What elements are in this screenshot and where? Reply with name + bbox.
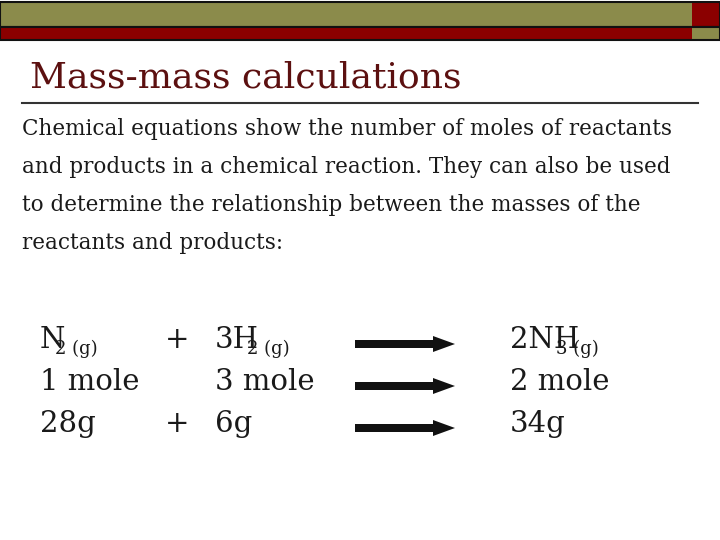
Text: 3 mole: 3 mole [215, 368, 315, 396]
Text: reactants and products:: reactants and products: [22, 232, 283, 254]
Bar [0, 27, 720, 40]
Text: and products in a chemical reaction. They can also be used: and products in a chemical reaction. The… [22, 156, 670, 178]
Bar [0, 2, 720, 27]
Text: 2NH: 2NH [510, 326, 580, 354]
Bar [692, 27, 720, 40]
Text: Mass-mass calculations: Mass-mass calculations [30, 60, 462, 94]
Text: 2 (g): 2 (g) [55, 340, 98, 358]
Bar [692, 2, 720, 27]
Bar [355, 340, 433, 348]
Text: N: N [40, 326, 66, 354]
Polygon shape [433, 420, 455, 436]
Text: 2 (g): 2 (g) [247, 340, 289, 358]
Text: to determine the relationship between the masses of the: to determine the relationship between th… [22, 194, 641, 216]
Text: 3H: 3H [215, 326, 259, 354]
Bar [355, 424, 433, 432]
Polygon shape [433, 336, 455, 352]
Text: 2 mole: 2 mole [510, 368, 610, 396]
Bar [0, 27, 720, 40]
Text: Chemical equations show the number of moles of reactants: Chemical equations show the number of mo… [22, 118, 672, 140]
Text: +: + [165, 410, 189, 438]
Bar [0, 2, 720, 27]
Text: 1 mole: 1 mole [40, 368, 140, 396]
Text: +: + [165, 326, 189, 354]
Text: 3 (g): 3 (g) [556, 340, 599, 358]
Text: 28g: 28g [40, 410, 96, 438]
Text: 6g: 6g [215, 410, 252, 438]
Bar [355, 382, 433, 390]
Polygon shape [433, 378, 455, 394]
Text: 34g: 34g [510, 410, 566, 438]
